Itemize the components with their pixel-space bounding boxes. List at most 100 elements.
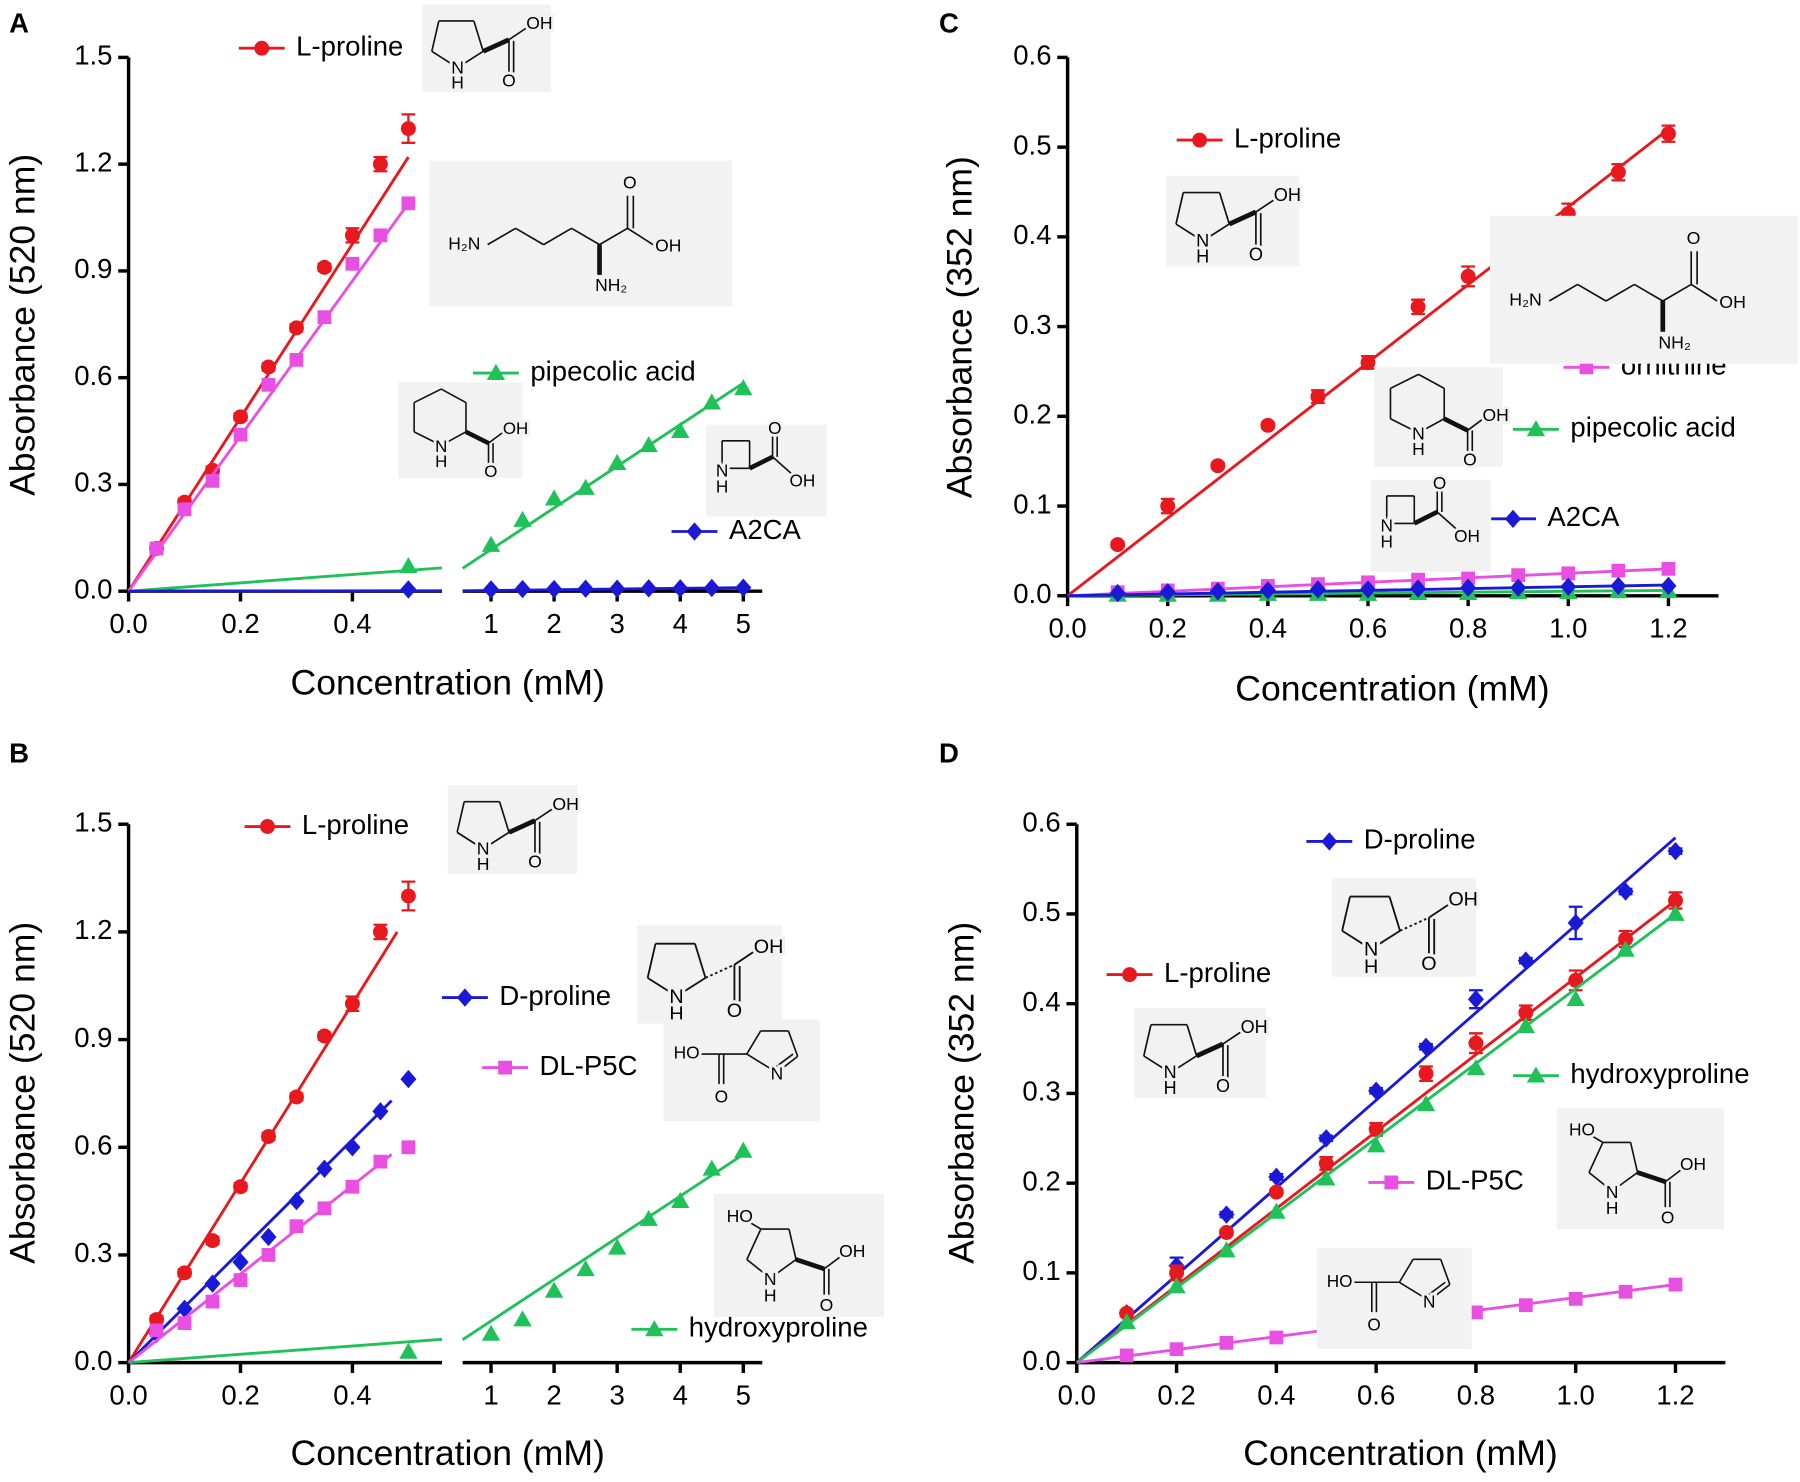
data-point (177, 1316, 192, 1331)
legend-label: DL-P5C (540, 1050, 638, 1081)
data-point (481, 535, 501, 552)
data-point (1359, 580, 1377, 599)
data-point (233, 1273, 248, 1287)
data-point (205, 1233, 220, 1249)
data-point (1318, 1129, 1335, 1148)
x-tick-label: 1 (483, 608, 498, 639)
data-point (372, 156, 388, 172)
bond (488, 428, 508, 444)
atom-label: OH (1274, 185, 1301, 205)
data-point (317, 310, 332, 325)
data-point (1666, 904, 1685, 921)
atom-label: OH (655, 236, 681, 256)
x-tick-label: 5 (736, 608, 751, 639)
bond (1426, 1281, 1446, 1297)
data-point (546, 579, 563, 599)
data-point (261, 359, 276, 375)
bond (1467, 415, 1487, 432)
y-tick-label: 0.9 (74, 1022, 112, 1053)
x-axis-title: Concentration (mM) (1235, 668, 1549, 708)
x-tick-label: 0.0 (109, 608, 147, 639)
chemical-structure: O OH H₂N NH₂ (1490, 215, 1798, 364)
atom-label: HO (727, 1206, 753, 1226)
bond (1390, 418, 1419, 434)
bond (1255, 196, 1279, 213)
data-point (289, 320, 304, 336)
atom-label: H (477, 854, 490, 874)
atom-label: N (435, 437, 447, 456)
legend-label: D-proline (499, 980, 611, 1011)
atom-label: H₂N (1509, 290, 1542, 310)
data-point (289, 352, 304, 367)
legend-marker (686, 522, 703, 541)
data-point (1218, 1225, 1234, 1240)
data-point (1117, 1313, 1136, 1330)
data-point (1169, 1342, 1184, 1357)
data-point (1511, 568, 1526, 583)
legend-label: L-proline (1234, 122, 1341, 153)
data-point (1209, 582, 1226, 601)
data-point (399, 557, 418, 574)
legend-label: A2CA (1547, 501, 1620, 532)
atom-label: N (1381, 515, 1393, 535)
legend-label: L-proline (302, 809, 409, 840)
data-point (1668, 1277, 1683, 1292)
y-tick-label: 1.2 (74, 914, 112, 945)
bond (1577, 283, 1607, 302)
structure-box (637, 925, 782, 1024)
data-point (577, 579, 594, 598)
data-point (1510, 578, 1527, 597)
bond (1390, 373, 1419, 390)
x-tick-label: 1 (483, 1379, 498, 1410)
bond (1428, 901, 1454, 919)
bond (413, 388, 442, 404)
x-tick-label: 1.2 (1649, 613, 1687, 644)
data-point (1368, 1121, 1384, 1137)
data-point (316, 1159, 333, 1178)
bond (646, 943, 657, 979)
data-point (261, 1248, 276, 1262)
panel-label: D (939, 738, 959, 769)
x-tick-label: 0.8 (1449, 613, 1487, 644)
x-tick-label: 0.8 (1457, 1379, 1495, 1410)
bond (431, 20, 440, 52)
data-point (1268, 1167, 1285, 1187)
atom-label: N (1164, 1063, 1177, 1083)
bond (1605, 283, 1635, 302)
bond (746, 1228, 762, 1260)
data-point (1418, 1066, 1434, 1082)
legend-marker (1526, 1066, 1546, 1083)
data-point (544, 489, 564, 506)
data-point (1610, 576, 1627, 596)
data-point (233, 409, 248, 425)
atom-label: O (1687, 228, 1701, 248)
y-tick-label: 0.0 (74, 573, 112, 604)
legend-marker (486, 363, 506, 380)
fit-line (128, 1337, 443, 1365)
atom-label: O (1661, 1207, 1674, 1227)
data-point (1219, 1335, 1234, 1350)
bond (1399, 916, 1430, 932)
y-tick-label: 1.5 (74, 807, 112, 838)
bond (1590, 1134, 1604, 1144)
atom-label: N (1412, 424, 1425, 444)
x-tick-label: 0.4 (333, 1379, 371, 1410)
legend-label: pipecolic acid (530, 355, 695, 386)
y-axis-title: Absorbance (352 nm) (942, 922, 982, 1264)
data-point (289, 1219, 304, 1234)
bond (440, 431, 467, 447)
panel-label: A (9, 8, 29, 39)
bond (1443, 416, 1469, 433)
data-point (401, 1140, 416, 1155)
data-point (1617, 882, 1634, 901)
data-point (345, 256, 360, 271)
atom-label: O (1421, 953, 1436, 975)
data-point (1160, 498, 1176, 514)
atom-label: HO (674, 1043, 700, 1063)
atom-label: H (764, 1286, 777, 1306)
data-point (1561, 566, 1576, 581)
legend-marker (260, 819, 275, 834)
data-point (261, 1129, 276, 1144)
